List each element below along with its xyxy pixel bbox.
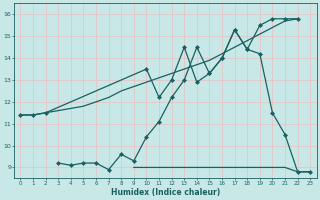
- X-axis label: Humidex (Indice chaleur): Humidex (Indice chaleur): [111, 188, 220, 197]
